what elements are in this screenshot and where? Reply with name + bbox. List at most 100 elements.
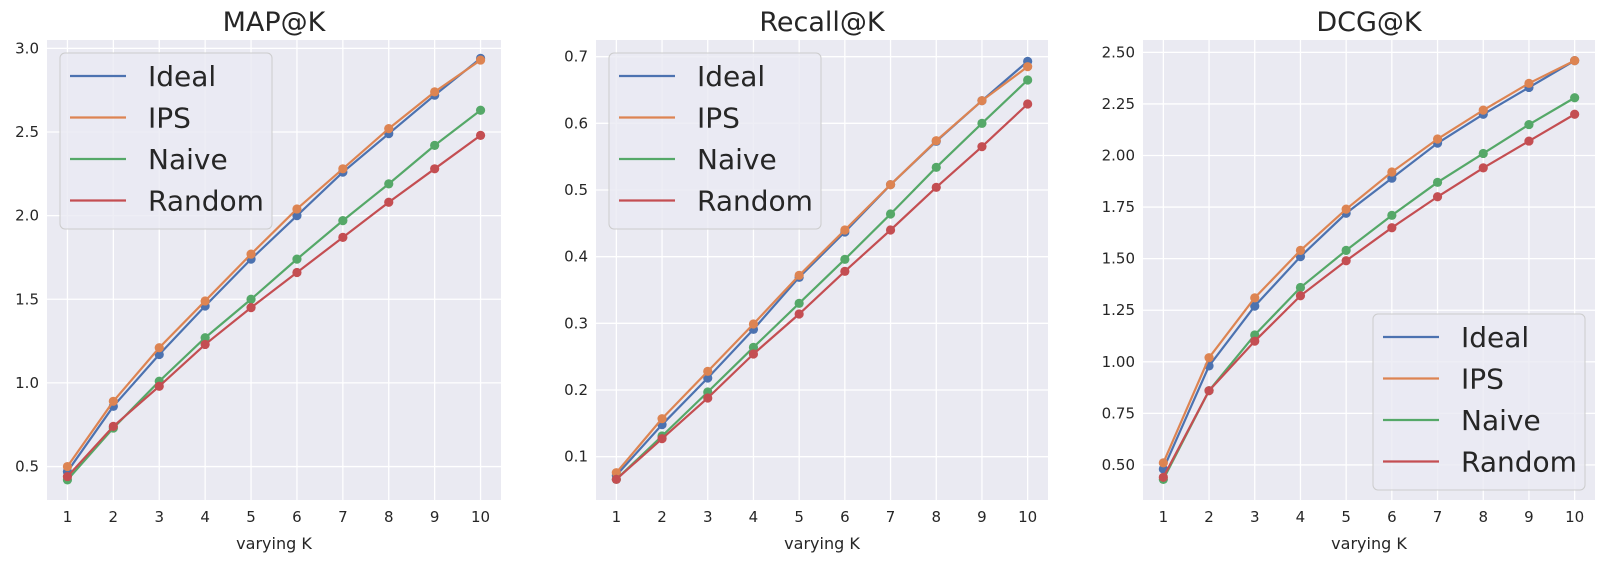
y-tick-label: 0.1 (564, 448, 588, 466)
legend-label-naive: Naive (148, 143, 228, 176)
data-point-random (1158, 472, 1168, 482)
series-line-random (66, 134, 482, 478)
data-point-random (154, 381, 164, 391)
x-tick-label: 6 (292, 508, 302, 526)
legend-label-ideal: Ideal (697, 60, 765, 93)
data-point-ips (1432, 134, 1443, 144)
data-point-ips (885, 180, 896, 190)
data-point-random (1341, 256, 1351, 266)
data-point-ips (1250, 293, 1260, 303)
data-point-naive (1570, 93, 1580, 103)
y-tick-label: 2.50 (1102, 43, 1135, 61)
y-tick-label: 2.0 (15, 207, 39, 225)
data-point-ips (1295, 245, 1306, 256)
data-point-ideal (703, 373, 713, 383)
x-tick-label: 2 (109, 508, 119, 526)
series-ips (62, 55, 486, 472)
x-tick-label: 6 (840, 508, 850, 526)
series-line-naive (1162, 96, 1576, 480)
series-ips (1158, 56, 1580, 468)
data-point-ips (1387, 167, 1397, 177)
data-point-naive (794, 298, 804, 308)
x-tick-label: 3 (154, 508, 164, 526)
data-point-random (62, 471, 73, 482)
y-tick-label: 2.5 (15, 123, 39, 141)
legend: Ideal IPS Naive Random (608, 52, 822, 230)
legend-box (608, 52, 822, 230)
x-tick-label: 2 (657, 508, 667, 526)
series-line-ips (1162, 59, 1576, 464)
data-point-ips (154, 343, 164, 353)
data-point-ips (246, 249, 256, 259)
data-point-ips (430, 87, 440, 97)
x-tick-label: 8 (384, 508, 394, 526)
y-tick-label: 2.25 (1102, 95, 1135, 113)
data-point-ips (1524, 78, 1534, 88)
x-tick-label: 9 (430, 508, 440, 526)
series-random (611, 99, 1033, 484)
data-point-naive (1478, 148, 1488, 159)
data-point-naive (931, 162, 941, 172)
data-point-random (1204, 386, 1214, 396)
chart-panel-dcg-k: 1 2 3 4 5 6 7 8 9 10 0.50 0.75 1.00 1.25 1.50 1.75 2.00 2… (1102, 7, 1595, 553)
data-point-random (840, 266, 850, 276)
data-point-random (748, 349, 759, 359)
legend-box (59, 52, 273, 230)
legend-label-naive: Naive (1461, 404, 1541, 437)
legend-label-naive: Naive (697, 143, 777, 176)
x-tick-label: 2 (1204, 508, 1214, 526)
y-tick-label: 3.0 (15, 39, 39, 57)
data-point-naive (1341, 245, 1351, 256)
x-tick-label: 3 (703, 508, 713, 526)
data-point-random (200, 339, 210, 350)
data-point-naive (748, 342, 759, 352)
x-tick-label: 1 (612, 508, 622, 526)
data-point-naive (1023, 75, 1033, 85)
y-tick-label: 0.2 (564, 381, 588, 399)
y-tick-label: 0.5 (15, 458, 39, 476)
x-tick-label: 5 (246, 508, 256, 526)
data-point-ips (1204, 353, 1214, 363)
data-point-random (977, 142, 987, 152)
series-random (1158, 109, 1580, 482)
data-point-random (1524, 136, 1534, 146)
series-random (62, 130, 486, 482)
y-tick-label: 0.75 (1102, 404, 1135, 422)
chart-title: MAP@K (223, 7, 327, 38)
data-point-ips (657, 414, 667, 424)
series-line-random (615, 103, 1029, 481)
data-point-ips (1023, 62, 1033, 72)
data-point-random (1432, 192, 1443, 202)
x-tick-label: 10 (471, 508, 490, 526)
chart-panel-recall-k: 1 2 3 4 5 6 7 8 9 10 0.1 0.2 0.3 0.4 0.5 0.6 0.7 Recall@K… (564, 7, 1048, 553)
data-point-naive (475, 105, 486, 115)
x-tick-label: 7 (886, 508, 896, 526)
data-point-random (611, 474, 621, 484)
data-point-random (1387, 223, 1397, 233)
y-tick-label: 0.50 (1102, 456, 1135, 474)
legend-label-ideal: Ideal (1461, 321, 1529, 354)
data-point-random (657, 434, 667, 444)
y-tick-label: 1.0 (15, 374, 39, 392)
data-point-random (931, 182, 941, 192)
data-point-ips (840, 225, 850, 235)
data-point-ideal (292, 211, 302, 221)
y-tick-label: 1.75 (1102, 198, 1135, 216)
x-tick-label: 5 (794, 508, 804, 526)
x-tick-label: 1 (1159, 508, 1169, 526)
data-point-random (430, 164, 440, 174)
data-point-random (384, 197, 394, 207)
data-point-naive (292, 254, 302, 264)
chart-title: Recall@K (759, 7, 886, 38)
data-point-naive (977, 118, 987, 128)
y-tick-label: 0.3 (564, 314, 588, 332)
x-tick-label: 6 (1387, 508, 1397, 526)
y-tick-label: 1.50 (1102, 250, 1135, 268)
x-tick-label: 7 (1433, 508, 1443, 526)
x-tick-label: 9 (1524, 508, 1534, 526)
x-tick-label: 10 (1018, 508, 1037, 526)
legend: Ideal IPS Naive Random (59, 52, 273, 230)
legend-label-ips: IPS (697, 102, 740, 135)
series-line-naive (615, 79, 1029, 481)
data-point-random (1023, 99, 1033, 109)
